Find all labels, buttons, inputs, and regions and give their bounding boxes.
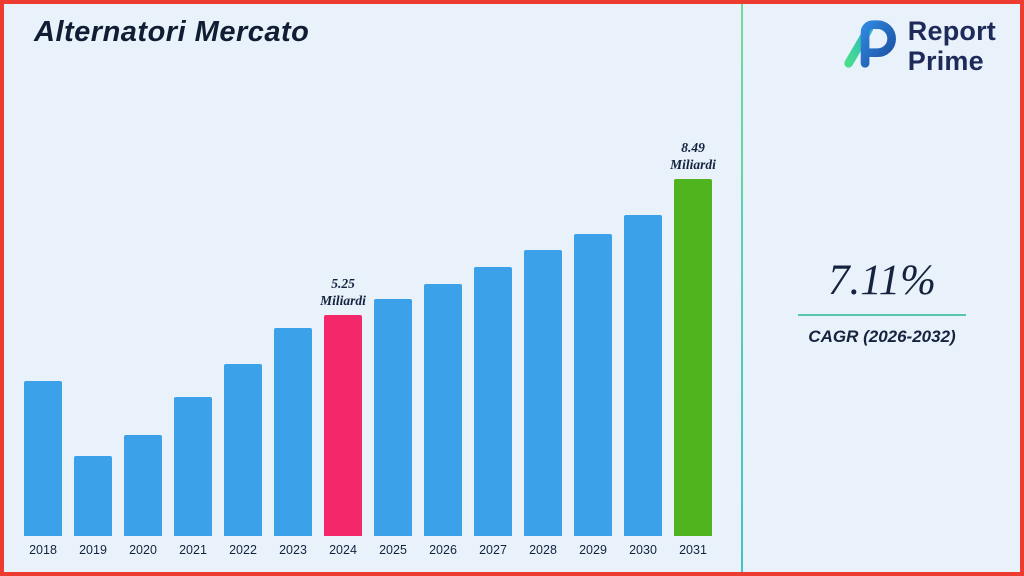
report-prime-logo-icon	[836, 16, 898, 77]
x-axis-label-2031: 2031	[679, 543, 707, 557]
bar-2022	[224, 364, 262, 536]
x-axis-label-2029: 2029	[579, 543, 607, 557]
bar-column-2023: 2023	[274, 328, 312, 558]
bar-2030	[624, 215, 662, 536]
cagr-label: CAGR (2026-2032)	[808, 327, 956, 346]
page-title: Alternatori Mercato	[34, 16, 310, 48]
cagr-value: 7.11%	[828, 257, 936, 304]
x-axis-label-2023: 2023	[279, 543, 307, 557]
bar-value-label-2031: 8.49 Miliardi	[670, 139, 716, 173]
bar-2024	[324, 315, 362, 536]
bar-column-2022: 2022	[224, 364, 262, 558]
vertical-divider	[741, 4, 743, 572]
bar-column-2021: 2021	[174, 397, 212, 558]
bar-column-2026: 2026	[424, 284, 462, 558]
cagr-block: 7.11% CAGR (2026-2032)	[744, 256, 1020, 347]
bar-2027	[474, 267, 512, 536]
bar-column-2028: 2028	[524, 250, 562, 558]
bar-column-2029: 2029	[574, 234, 612, 558]
x-axis-label-2021: 2021	[179, 543, 207, 557]
x-axis-label-2024: 2024	[329, 543, 357, 557]
cagr-underline	[798, 314, 966, 316]
bar-2026	[424, 284, 462, 536]
bar-column-2018: 2018	[24, 381, 62, 558]
bar-2028	[524, 250, 562, 536]
bar-2029	[574, 234, 612, 536]
bar-column-2030: 2030	[624, 215, 662, 558]
x-axis-label-2022: 2022	[229, 543, 257, 557]
bar-2031	[674, 179, 712, 536]
bar-chart: 2018 2019 2020 2021 2022 2023 5.25 Miliardi 2024…	[24, 139, 716, 558]
bar-column-2027: 2027	[474, 267, 512, 558]
bar-column-2024: 5.25 Miliardi 2024	[320, 275, 366, 558]
brand-logo: Report Prime	[836, 16, 996, 77]
x-axis-label-2030: 2030	[629, 543, 657, 557]
bar-2025	[374, 299, 412, 536]
x-axis-label-2018: 2018	[29, 543, 57, 557]
bar-2019	[74, 456, 112, 536]
x-axis-label-2026: 2026	[429, 543, 457, 557]
x-axis-label-2020: 2020	[129, 543, 157, 557]
x-axis-label-2025: 2025	[379, 543, 407, 557]
bar-2018	[24, 381, 62, 536]
brand-name-line2: Prime	[907, 45, 984, 76]
brand-name-line1: Report	[907, 16, 996, 47]
bar-2023	[274, 328, 312, 536]
brand-name: Report Prime	[908, 17, 996, 75]
bar-2020	[124, 435, 162, 536]
bar-column-2019: 2019	[74, 456, 112, 558]
x-axis-label-2028: 2028	[529, 543, 557, 557]
bar-column-2025: 2025	[374, 299, 412, 558]
x-axis-label-2019: 2019	[79, 543, 107, 557]
x-axis-label-2027: 2027	[479, 543, 507, 557]
bar-2021	[174, 397, 212, 536]
bar-column-2020: 2020	[124, 435, 162, 558]
bar-column-2031: 8.49 Miliardi 2031	[670, 139, 716, 558]
bar-value-label-2024: 5.25 Miliardi	[320, 275, 366, 309]
